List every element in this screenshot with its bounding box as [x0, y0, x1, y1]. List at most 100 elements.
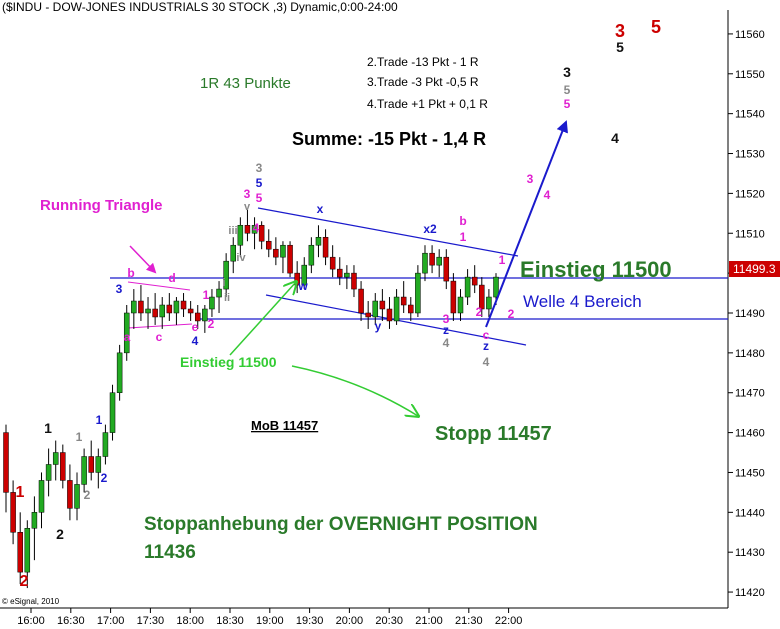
candle-body — [315, 236, 322, 246]
candle — [315, 225, 322, 258]
price-tick-label: 11560 — [735, 29, 765, 41]
candle — [479, 277, 485, 317]
wave-label: 5 — [564, 97, 571, 111]
candle-body — [138, 300, 144, 314]
last-price-box — [729, 261, 780, 277]
candle-body — [258, 225, 265, 242]
candle-body — [38, 480, 45, 513]
candle-body — [280, 244, 286, 258]
price-tick-label: 11480 — [735, 348, 765, 360]
candle — [116, 344, 123, 401]
candle — [358, 281, 364, 321]
candle-body — [358, 288, 364, 314]
running-triangle-label: Running Triangle — [40, 197, 163, 214]
candle — [123, 305, 130, 361]
candle-body — [486, 296, 492, 310]
candle-body — [372, 300, 379, 318]
triangle-pointer-arrow — [129, 245, 157, 274]
candle — [273, 237, 279, 266]
last-price-label: 11499.3 — [733, 262, 776, 276]
wave-label: 1 — [16, 484, 25, 501]
candle-body — [194, 312, 201, 322]
wave-label: 1 — [96, 413, 103, 427]
wave-label: y — [375, 319, 382, 333]
candle-body — [216, 288, 222, 298]
time-tick-label: 20:30 — [375, 615, 403, 627]
time-tick-label: 19:30 — [296, 615, 324, 627]
candle — [422, 245, 428, 282]
candle — [45, 448, 52, 497]
breakout-arrow — [485, 120, 568, 328]
candle-body — [301, 264, 308, 286]
candle — [344, 265, 350, 290]
price-tick-label: 11420 — [735, 587, 765, 599]
price-tick-label: 11450 — [735, 467, 765, 479]
wave-label: 5 — [651, 17, 661, 37]
candle-body — [479, 284, 485, 310]
candle-body — [365, 312, 371, 318]
candle — [400, 281, 407, 313]
candle — [31, 496, 38, 561]
wave-label: 1 — [44, 420, 52, 436]
wave-label: 4 — [443, 336, 450, 350]
candle-body — [109, 392, 116, 433]
candle-body — [74, 484, 80, 509]
candle-body — [450, 280, 457, 314]
candle-body — [116, 352, 123, 393]
stop-label: Stopp 11457 — [435, 423, 552, 445]
wave-label: v — [244, 201, 251, 213]
candle-body — [386, 308, 393, 322]
price-tick-label: 11550 — [735, 69, 765, 81]
wave-label: 5 — [564, 83, 571, 97]
wave-label: b — [127, 266, 134, 280]
candle — [81, 448, 87, 493]
candle — [464, 269, 471, 306]
wave-label: iv — [236, 252, 246, 264]
candle-body — [166, 304, 173, 314]
candle — [138, 285, 144, 321]
time-tick-label: 21:30 — [455, 615, 483, 627]
wave-label: 4 — [192, 334, 199, 348]
wave-label: ii — [224, 292, 230, 304]
candle — [280, 241, 286, 274]
candle-body — [187, 308, 194, 314]
candle-body — [81, 456, 87, 485]
candle — [166, 293, 173, 321]
candle-body — [10, 492, 16, 533]
candle — [337, 257, 343, 286]
wave-label: w — [297, 279, 308, 293]
time-tick-label: 16:00 — [17, 615, 45, 627]
stop-raise-line1: Stoppanhebung der OVERNIGHT POSITION — [144, 514, 538, 535]
wave-label: c — [156, 330, 163, 344]
candle — [145, 297, 151, 329]
wave-label: e — [192, 320, 199, 334]
candle-body — [329, 256, 336, 270]
candle — [159, 297, 165, 329]
candle — [187, 301, 194, 321]
wave-label: 4 — [611, 130, 619, 146]
wave-label: b — [459, 214, 466, 228]
candle-body — [123, 312, 130, 354]
candle — [38, 472, 45, 529]
wave-label: 3 — [615, 21, 625, 41]
entry-big-label: Einstieg 11500 — [520, 257, 672, 282]
candle-body — [344, 272, 350, 278]
candle-body — [422, 252, 428, 274]
wave-label: 3 — [256, 161, 263, 175]
wave-label: 3 — [563, 64, 571, 80]
price-axis-ticks: 11420 11430 11440 11450 11460 11470 11480 11490… — [728, 29, 765, 599]
candle-body — [52, 452, 59, 465]
entry-small-label: Einstieg 11500 — [180, 354, 277, 370]
candle-body — [3, 432, 9, 493]
wave-label: 4 — [253, 221, 260, 235]
channel-upper-line — [257, 207, 519, 257]
wave-label: 4 — [544, 188, 551, 202]
time-tick-label: 17:00 — [97, 615, 125, 627]
time-tick-label: 20:00 — [336, 615, 364, 627]
time-tick-label: 18:00 — [176, 615, 204, 627]
time-tick-label: 19:00 — [256, 615, 284, 627]
price-tick-label: 11530 — [735, 149, 765, 161]
wave-label: 4 — [483, 355, 490, 369]
candle-body — [95, 456, 102, 473]
candle-body — [24, 528, 31, 573]
